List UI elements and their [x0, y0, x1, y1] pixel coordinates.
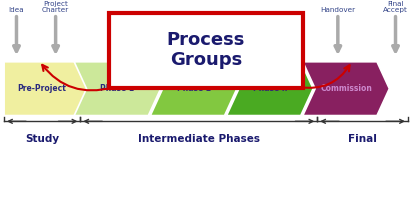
Text: Phase n: Phase n: [253, 84, 287, 93]
Text: Project
Charter: Project Charter: [42, 1, 69, 13]
Polygon shape: [227, 62, 313, 116]
Polygon shape: [74, 62, 161, 116]
Polygon shape: [150, 62, 237, 116]
Text: Pre-Project: Pre-Project: [17, 84, 66, 93]
Text: Final
Accept: Final Accept: [383, 1, 408, 13]
FancyBboxPatch shape: [109, 13, 303, 88]
Polygon shape: [4, 62, 91, 116]
Text: Phase 1: Phase 1: [101, 84, 134, 93]
Text: Final: Final: [348, 134, 377, 144]
Text: Study: Study: [25, 134, 59, 144]
Text: Process
Groups: Process Groups: [167, 31, 245, 69]
Text: Idea: Idea: [9, 7, 24, 13]
Text: Commission: Commission: [320, 84, 372, 93]
Text: Handover: Handover: [320, 7, 356, 13]
Polygon shape: [303, 62, 389, 116]
Text: Intermediate Phases: Intermediate Phases: [138, 134, 260, 144]
Text: Phase 2: Phase 2: [177, 84, 211, 93]
